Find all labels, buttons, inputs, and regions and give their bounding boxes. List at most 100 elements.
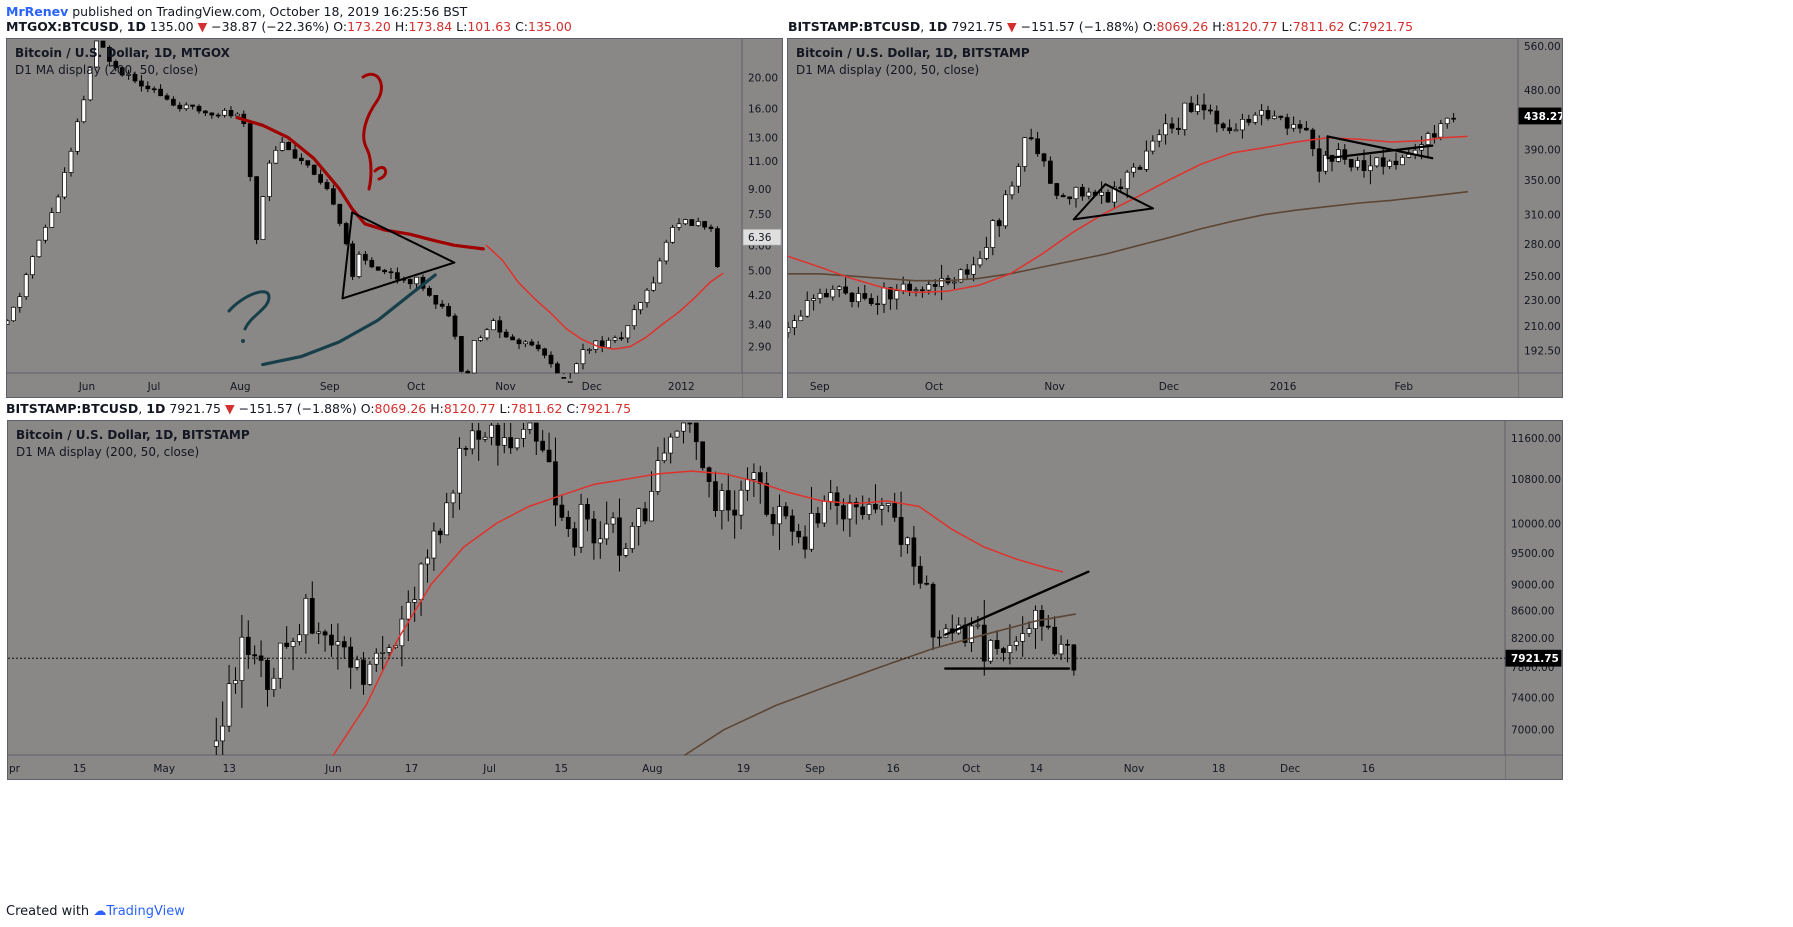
candle-down [548, 354, 554, 365]
candle-up [567, 380, 573, 383]
candle-down [917, 565, 923, 584]
candle-up [1022, 137, 1028, 167]
question-mark-teal-dot [241, 339, 245, 343]
candle-up [798, 315, 804, 322]
bitstamp-2015-chart-panel[interactable]: 560.00 480.00 390.00 350.00 310.00 280.00 250.… [787, 38, 1563, 398]
x-tick-label: Oct [962, 763, 980, 775]
candle-down [713, 481, 718, 511]
candle-down [1361, 160, 1367, 171]
candle-up [856, 293, 861, 303]
y-tick-label: 8600.00 [1511, 606, 1554, 618]
candle-down [1065, 643, 1070, 646]
candle-up [75, 121, 80, 152]
tradingview-cloud-icon[interactable]: ☁ [93, 904, 107, 919]
candle-up [277, 642, 283, 679]
candle-down [158, 88, 163, 97]
candle-down [113, 61, 119, 68]
candle-up [604, 523, 610, 540]
candle-down [252, 654, 258, 657]
y-tick-label: 2.90 [748, 342, 771, 354]
candle-down [687, 422, 693, 425]
candle-up [1058, 643, 1064, 655]
bitstamp-2015-symbol-bar: BITSTAMP:BTCUSD, 1D 7921.75 ▼ −151.57 (−… [788, 19, 1414, 34]
mtgox-chart[interactable]: 20.0016.0013.0011.009.007.506.005.004.20… [7, 39, 782, 397]
candle-up [638, 302, 643, 311]
indicator-label[interactable]: D1 MA display (200, 50, close) [16, 445, 200, 459]
candle-up [990, 220, 996, 248]
candle-up [1131, 166, 1136, 173]
ma200-line [788, 191, 1468, 282]
candle-up [644, 289, 650, 303]
candle-up [1355, 160, 1360, 168]
candle-down [559, 504, 565, 518]
candle-up [373, 652, 379, 665]
candle-down [228, 110, 234, 117]
ma200-line [684, 613, 1077, 756]
candle-up [971, 264, 976, 275]
last-price: 7921.75 [169, 401, 222, 416]
y-tick-label: 350.00 [1524, 175, 1561, 187]
candle-up [745, 479, 750, 491]
candle-up [1026, 628, 1032, 634]
symbol: MTGOX:BTCUSD [6, 19, 119, 34]
candle-down [1039, 610, 1045, 627]
indicator-label[interactable]: D1 MA display (200, 50, close) [15, 63, 199, 77]
symbol: BITSTAMP:BTCUSD [6, 401, 139, 416]
candle-up [412, 599, 418, 603]
candle-up [1182, 102, 1188, 130]
x-tick-label: Jul [147, 381, 161, 393]
candle-down [843, 286, 848, 294]
candle-up [354, 659, 360, 668]
candle-down [1278, 115, 1284, 118]
last-price-label: 438.27 [1524, 111, 1562, 123]
candle-down [337, 203, 343, 224]
candle-down [1054, 183, 1060, 196]
candle-down [702, 221, 707, 228]
candle-up [670, 227, 675, 243]
candle-down [1060, 195, 1066, 198]
candle-down [802, 536, 808, 550]
bitstamp-2015-chart[interactable]: 560.00 480.00 390.00 350.00 310.00 280.00 250.… [788, 39, 1562, 397]
y-tick-label: 480.00 [1524, 85, 1561, 97]
candle-down [783, 506, 789, 517]
candle-down [708, 226, 714, 229]
candle-up [879, 505, 885, 510]
last-price-label-box [742, 228, 782, 246]
candle-down [343, 223, 349, 245]
down-arrow-icon: ▼ [197, 19, 208, 34]
x-tick-label: 19 [737, 763, 750, 775]
candle-down [510, 336, 515, 341]
author-name[interactable]: MrRenev [6, 4, 69, 19]
close: 7921.75 [579, 401, 632, 416]
candle-up [969, 625, 974, 643]
candle-down [1214, 110, 1220, 125]
candle-down [503, 331, 509, 338]
ma50-line [332, 470, 1064, 756]
candle-down [1052, 626, 1058, 655]
candle-down [382, 269, 387, 273]
candle-up [1013, 640, 1019, 646]
last-price: 135.00 [149, 19, 194, 34]
candle-up [1240, 118, 1245, 131]
candle-up [1163, 123, 1168, 136]
candle-up [1323, 154, 1328, 172]
bitstamp-2019-chart[interactable]: 11600.00 10800.00 10000.00 9500.00 9000.00 86… [8, 421, 1562, 779]
candle-down [689, 219, 695, 226]
x-tick-label: Feb [1394, 381, 1413, 393]
candle-down [1284, 117, 1290, 129]
candle-up [17, 296, 23, 308]
y-tick-label: 280.00 [1524, 239, 1561, 251]
indicator-label[interactable]: D1 MA display (200, 50, close) [796, 63, 980, 77]
candle-down [254, 176, 259, 240]
interval: 1D [928, 19, 948, 34]
x-tick-label: pr [9, 763, 21, 775]
tradingview-brand[interactable]: TradingView [106, 904, 185, 919]
candle-down [1227, 127, 1232, 132]
candle-up [676, 223, 682, 228]
candle-up [836, 286, 842, 290]
mtgox-chart-panel[interactable]: 20.00 16.00 13.00 11.00 9.00 7.50 6.00 5.00 4.20… [6, 38, 783, 398]
bitstamp-2019-chart-panel[interactable]: 11600.00 10800.00 10000.00 9500.00 9000.00 86… [7, 420, 1563, 780]
candle-down [1048, 160, 1053, 184]
candle-down [145, 85, 151, 90]
candle-down [862, 293, 868, 299]
